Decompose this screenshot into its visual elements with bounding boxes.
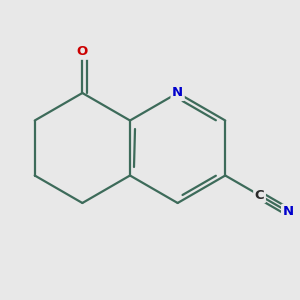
Text: C: C <box>255 189 264 202</box>
Text: O: O <box>77 45 88 58</box>
Text: N: N <box>172 86 183 100</box>
Text: N: N <box>283 205 294 218</box>
